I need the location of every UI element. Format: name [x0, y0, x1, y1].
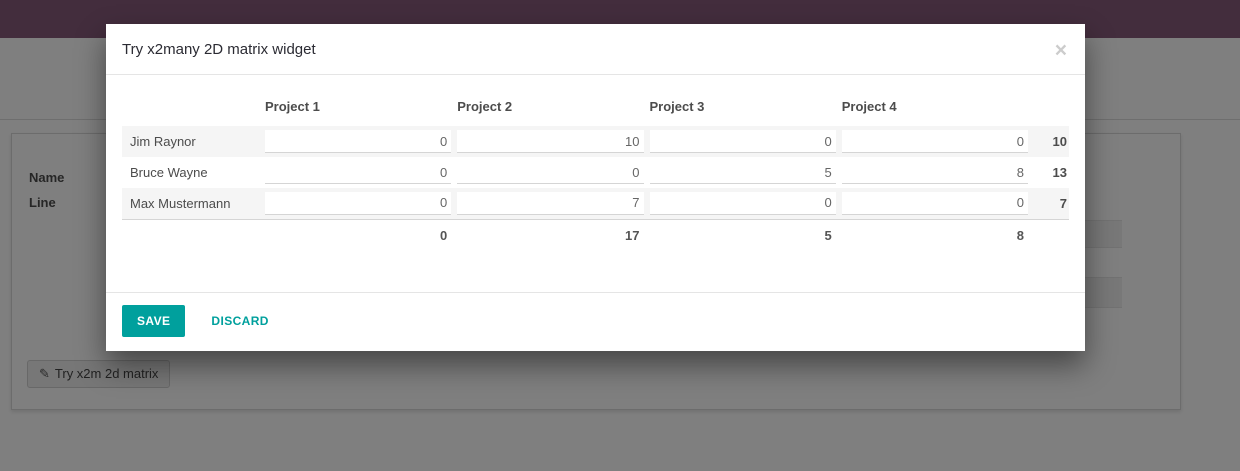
- column-header-project-4: Project 4: [841, 99, 897, 114]
- row-label-header: [122, 89, 262, 126]
- matrix-cell-input[interactable]: [649, 191, 836, 215]
- matrix-cell-input[interactable]: [457, 130, 644, 153]
- matrix-cell-input[interactable]: [457, 191, 644, 215]
- row-total: 10: [1052, 134, 1067, 149]
- matrix-cell-input[interactable]: [649, 130, 836, 153]
- modal-title: Try x2many 2D matrix widget: [122, 41, 316, 58]
- close-icon[interactable]: ×: [1051, 36, 1071, 65]
- matrix-cell-input[interactable]: [457, 161, 644, 184]
- matrix-cell-input[interactable]: [265, 191, 452, 215]
- matrix-header-row: Project 1 Project 2 Project 3 Project 4: [122, 89, 1069, 126]
- column-total: 8: [838, 218, 1031, 251]
- row-label: Max Mustermann: [130, 195, 231, 211]
- row-total: 13: [1052, 165, 1067, 180]
- totals-row-spacer: [122, 218, 262, 251]
- column-total: 0: [262, 218, 455, 251]
- matrix-dialog: Try x2many 2D matrix widget × Project 1 …: [106, 24, 1085, 351]
- matrix-cell-input[interactable]: [265, 161, 452, 184]
- table-row: Jim Raynor 10: [122, 126, 1069, 157]
- modal-body: Project 1 Project 2 Project 3 Project 4 …: [106, 75, 1085, 292]
- modal-footer: SAVE DISCARD: [106, 292, 1085, 351]
- discard-button[interactable]: DISCARD: [206, 305, 273, 337]
- column-header-project-1: Project 1: [265, 99, 320, 114]
- modal-header: Try x2many 2D matrix widget ×: [106, 24, 1085, 75]
- save-button[interactable]: SAVE: [122, 305, 186, 337]
- table-row: Max Mustermann 7: [122, 188, 1069, 219]
- matrix-cell-input[interactable]: [265, 130, 452, 153]
- column-header-project-3: Project 3: [649, 99, 705, 114]
- column-totals-row: 0 17 5 8: [122, 218, 1069, 251]
- matrix-cell-input[interactable]: [841, 161, 1028, 184]
- column-header-project-2: Project 2: [457, 99, 513, 114]
- row-label: Jim Raynor: [130, 134, 196, 149]
- table-row: Bruce Wayne 13: [122, 157, 1069, 188]
- column-total: 5: [646, 218, 839, 251]
- matrix-cell-input[interactable]: [841, 191, 1028, 215]
- row-total: 7: [1059, 195, 1067, 211]
- totals-row-spacer: [1031, 218, 1069, 251]
- row-label: Bruce Wayne: [130, 165, 208, 180]
- column-total: 17: [454, 218, 647, 251]
- matrix-table: Project 1 Project 2 Project 3 Project 4 …: [122, 89, 1069, 251]
- matrix-cell-input[interactable]: [841, 130, 1028, 153]
- matrix-cell-input[interactable]: [649, 161, 836, 184]
- row-total-header: [1031, 89, 1069, 126]
